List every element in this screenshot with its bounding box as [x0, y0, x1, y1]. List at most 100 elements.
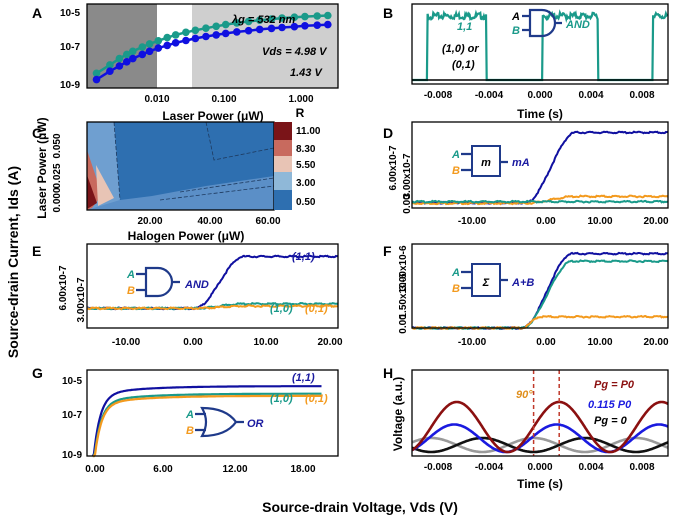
panel-a-point	[244, 17, 253, 26]
panel-d-legend-b: B	[452, 165, 460, 177]
panel-h-xlabel: Time (s)	[517, 477, 563, 491]
panel-b: 1,1 (1,0) or (0,1) A B AND -0.008 -0.004…	[411, 3, 669, 121]
panel-b-annot-01: (0,1)	[452, 59, 475, 71]
panel-c-contour-light	[96, 165, 114, 206]
panel-a-point	[255, 16, 264, 25]
colorbar-swatch-5	[274, 190, 292, 210]
gE-line-2	[86, 304, 338, 311]
colorbar-swatch-4	[274, 172, 292, 190]
panel-c-contour-deep	[114, 122, 274, 200]
colorbar-swatch-2	[274, 140, 292, 156]
panel-b-and-gate-icon	[522, 8, 562, 38]
panel-b-gate-label: AND	[565, 19, 590, 31]
gF-line-2	[411, 314, 668, 331]
panel-h-xtick-2: -0.004	[475, 462, 504, 473]
panel-e-annot-01: (0,1)	[305, 303, 328, 315]
panel-b-frame	[411, 3, 669, 85]
panel-h: 90° Pg = P0 0.115 P0 Pg = 0 Voltage (a.u…	[391, 369, 669, 491]
panel-a-point	[154, 44, 163, 52]
panel-a-point	[145, 40, 154, 48]
panel-g-annot-01: (0,1)	[305, 393, 328, 405]
colorbar-swatch-3	[274, 156, 292, 172]
panel-a-point	[171, 31, 180, 39]
panel-d-ytick-3: 0.00	[402, 194, 413, 214]
panel-g-legend-a: A	[185, 409, 194, 421]
panel-a-point	[138, 43, 147, 51]
panel-a-point	[145, 47, 154, 56]
panel-e-ytick-2: 3.00x10-7	[76, 277, 87, 322]
panel-a-point	[301, 12, 309, 21]
panel-d: A B m mA 6.00x10-7 3.00x10-7 0.00 -10.00…	[388, 121, 669, 227]
panel-f-xtick-3: 10.00	[587, 337, 612, 348]
panel-e-xtick-3: 10.00	[253, 337, 278, 348]
panel-a-point	[267, 24, 276, 33]
panel-e-gate-output: AND	[184, 279, 209, 291]
gE-line-0	[86, 254, 339, 311]
panel-a-point	[163, 41, 171, 50]
panel-a-point	[313, 21, 322, 30]
panel-a-xlabel: Laser Power (μW)	[162, 109, 263, 123]
colorbar-level-5: 0.50	[296, 197, 316, 208]
panel-c-contour-dark	[87, 175, 97, 209]
panel-g-legend-b: B	[186, 425, 194, 437]
panel-a-point	[92, 75, 101, 84]
panel-g-or-gate-icon	[195, 406, 244, 438]
panel-c-xlabel: Halogen Power (μW)	[128, 229, 245, 243]
panel-h-frame	[411, 369, 669, 457]
panel-label-c: C	[32, 125, 42, 141]
panel-label-h: H	[383, 365, 393, 381]
panel-f-gate-lines	[461, 270, 508, 290]
panel-a-point	[138, 50, 147, 59]
panel-a-point	[115, 54, 124, 63]
panel-e-xtick-4: 20.00	[317, 337, 342, 348]
panel-g: (1,1) (1,0) (0,1) A B OR 10-5 10-7 10-9 …	[62, 369, 339, 475]
panel-c-contour-lines	[113, 121, 275, 201]
panel-c-xtick-3: 60.00	[255, 216, 280, 227]
panel-b-xlabel: Time (s)	[517, 107, 563, 121]
panel-label-f: F	[383, 243, 392, 259]
panel-a-point	[233, 28, 241, 36]
gD-line-0	[411, 130, 669, 205]
panel-f-ytick-1: 3.00x10-6	[398, 245, 409, 290]
panel-h-xtick-3: 0.000	[527, 462, 552, 473]
panel-a-point	[106, 67, 114, 75]
panel-g-annot-10: (1,0)	[270, 393, 293, 405]
panel-a: λg = 532 nm Vds = 4.98 V 1.43 V 10-5 10-…	[60, 3, 339, 105]
panel-d-gate-box	[471, 145, 501, 177]
panel-h-xtick-5: 0.008	[629, 462, 654, 473]
panel-b-xtick-1: -0.008	[424, 90, 453, 101]
panel-a-point	[221, 20, 230, 29]
panel-a-point	[171, 39, 180, 47]
panel-a-xtick-2: 0.100	[211, 94, 236, 105]
panel-e-and-gate-icon	[136, 266, 180, 298]
colorbar-level-4: 3.00	[296, 178, 316, 189]
panel-a-point	[154, 37, 163, 45]
panel-b-xtick-5: 0.008	[629, 90, 654, 101]
gF-line-1	[411, 259, 669, 331]
panel-c: R 11.00 8.30 5.50 3.00 0.50 0.050 0.025 …	[35, 106, 321, 243]
panel-f-xtick-2: 0.00	[536, 337, 556, 348]
panel-g-xtick-1: 0.00	[85, 464, 105, 475]
panel-a-ytick-2: 10-7	[60, 42, 80, 53]
global-x-label: Source-drain Voltage, Vds (V)	[262, 499, 458, 515]
panel-b-annot-11: 1,1	[457, 21, 472, 33]
panel-g-gate-output: OR	[247, 418, 264, 430]
panel-a-point	[290, 13, 299, 21]
panel-d-xtick-2: 0.00	[536, 216, 556, 227]
panel-a-point	[115, 62, 124, 70]
panel-a-point	[233, 19, 241, 27]
panel-a-point	[129, 47, 137, 56]
panel-c-xtick-2: 40.00	[197, 216, 222, 227]
panel-h-line-3	[411, 400, 669, 454]
panel-h-xtick-4: 0.004	[578, 462, 603, 473]
panel-d-frame	[411, 121, 669, 209]
panel-a-annot-vds1: Vds = 4.98 V	[262, 46, 328, 58]
panel-d-legend-a: A	[451, 149, 460, 161]
panel-a-light-region	[192, 4, 338, 88]
panel-d-xtick-4: 20.00	[643, 216, 668, 227]
panel-a-point	[212, 31, 220, 39]
panel-a-point	[267, 15, 276, 23]
panel-b-xtick-3: 0.000	[527, 90, 552, 101]
panel-f-frame	[411, 243, 669, 329]
panel-f-gate-box	[471, 263, 501, 297]
